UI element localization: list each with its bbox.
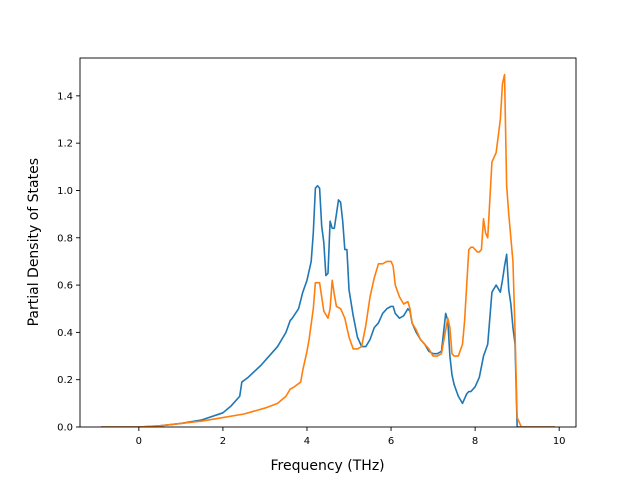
y-tick-label: 0.4 [57,328,73,339]
series-layer [101,73,555,427]
series-line-2 [101,73,555,427]
y-tick-label: 0.6 [57,281,73,292]
x-axis-title: Frequency (THz) [271,458,385,474]
plot-area: 0 2 4 6 8 10 0.0 0.2 0.4 0.6 0.8 1.0 1.2 1.4 [57,57,577,447]
y-tick-label: 1.4 [57,91,73,102]
x-tick-label: 10 [553,436,566,447]
y-tick-label: 0.2 [57,375,73,386]
x-tick-label: 6 [388,436,394,447]
y-tick-label: 1.2 [57,139,73,150]
plot-frame [79,57,577,428]
series-line-1 [101,184,555,427]
axes-layer: 0 2 4 6 8 10 0.0 0.2 0.4 0.6 0.8 1.0 1.2 1.4 [57,57,577,447]
x-tick-label: 4 [304,436,310,447]
x-tick-label: 0 [136,436,142,447]
x-tick-label: 8 [472,436,478,447]
y-tick-label: 1.0 [57,186,73,197]
y-tick-label: 0.8 [57,233,73,244]
y-tick-label: 0.0 [57,423,73,434]
x-tick-label: 2 [220,436,226,447]
y-axis-title: Partial Density of States [26,158,42,326]
